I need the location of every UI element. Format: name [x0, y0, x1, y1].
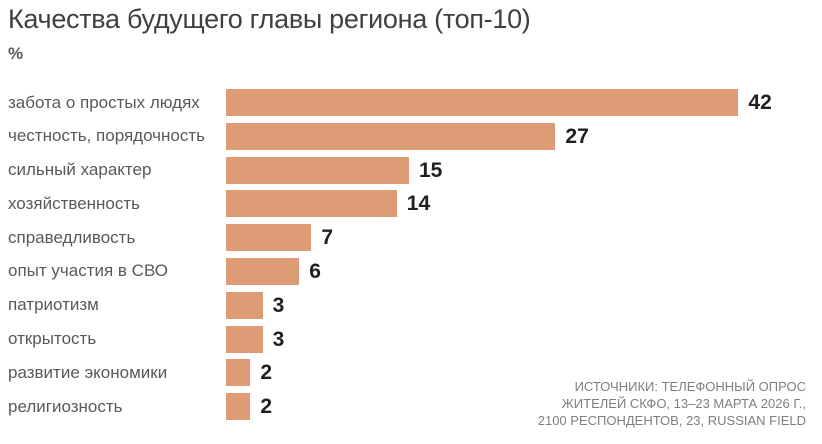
source-line-2: ЖИТЕЛЕЙ СКФО, 13–23 МАРТА 2026 Г., [561, 396, 806, 411]
category-label: сильный характер [8, 160, 152, 180]
value-label: 6 [309, 259, 321, 283]
bar [226, 122, 556, 150]
category-label: справедливость [8, 227, 136, 247]
chart-row: опыт участия в СВО 6 [8, 257, 814, 285]
category-label: забота о простых людях [8, 92, 200, 112]
chart-row: справедливость 7 [8, 224, 814, 252]
bar-chart: забота о простых людях 42 честность, поряд… [8, 89, 814, 427]
category-label: патриотизм [8, 295, 99, 315]
chart-row: честность, порядочность 27 [8, 122, 814, 150]
category-label: опыт участия в СВО [8, 261, 168, 281]
bar [226, 224, 312, 252]
bar [226, 291, 263, 319]
chart-row: открытость 3 [8, 325, 814, 353]
bar [226, 190, 397, 218]
value-label: 15 [419, 158, 443, 182]
bar [226, 156, 409, 184]
category-label: открытость [8, 329, 97, 349]
bar [226, 325, 263, 353]
value-label: 14 [406, 192, 431, 216]
unit-label: % [8, 44, 24, 63]
chart-row: патриотизм 3 [8, 291, 814, 319]
bar [226, 359, 251, 387]
value-label: 2 [260, 395, 273, 419]
chart-row: хозяйственность 14 [8, 190, 814, 218]
chart-row: религиозность 2 [8, 393, 814, 421]
category-label: хозяйственность [8, 193, 141, 213]
value-label: 7 [321, 226, 334, 250]
source-note: ИСТОЧНИКИ: ТЕЛЕФОННЫЙ ОПРОС ЖИТЕЛЕЙ СКФО… [538, 378, 806, 429]
value-label: 2 [260, 361, 273, 385]
value-label: 27 [565, 124, 589, 148]
chart-row: сильный характер 15 [8, 156, 814, 184]
value-label: 3 [272, 293, 285, 317]
source-line-3: 2100 РЕСПОНДЕНТОВ, 23, RUSSIAN FIELD [537, 413, 806, 428]
source-line-1: ИСТОЧНИКИ: ТЕЛЕФОННЫЙ ОПРОС [574, 379, 806, 394]
chart-row: развитие экономики 2 [8, 359, 814, 387]
bar [226, 89, 739, 116]
category-label: религиозность [8, 396, 123, 416]
page-title: Качества будущего главы региона (топ-10) [8, 4, 531, 34]
category-label: развитие экономики [8, 362, 168, 382]
value-label: 3 [272, 327, 285, 351]
bar [226, 393, 251, 421]
value-label: 42 [748, 91, 772, 114]
bar [226, 257, 300, 285]
category-label: честность, порядочность [8, 126, 206, 146]
chart-row: забота о простых людях 42 [8, 89, 814, 116]
